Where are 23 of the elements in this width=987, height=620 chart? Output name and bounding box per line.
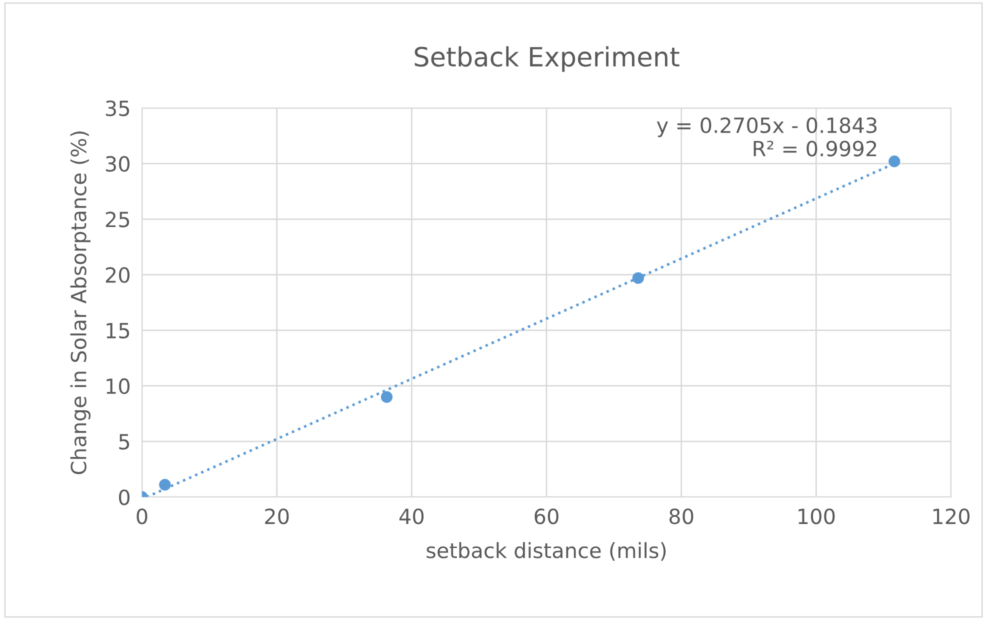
x-tick-label: 40	[399, 508, 424, 524]
y-axis-title: Change in Solar Absorptance (%)	[70, 131, 90, 474]
x-tick-label: 0	[136, 508, 148, 524]
x-tick-label: 80	[669, 508, 694, 524]
x-tick-label: 20	[265, 508, 289, 524]
point	[159, 478, 171, 491]
x-tick-label: 60	[534, 508, 558, 524]
y-tick-label: 10	[106, 378, 130, 394]
y-tick-label: 20	[106, 267, 130, 283]
point	[888, 156, 900, 168]
point	[632, 272, 644, 284]
point	[380, 391, 393, 403]
y-tick-label: 35	[106, 100, 130, 116]
y-tick-label: 0	[119, 489, 130, 506]
x-axis-title: setback distance (mils)	[426, 542, 666, 561]
y-tick-label: 30	[106, 156, 130, 172]
y-tick-label: 5	[119, 434, 130, 450]
y-tick-label: 25	[106, 212, 130, 228]
x-tick-label: 120	[933, 508, 970, 524]
annotation: y = 0.2705x - 0.1843 R² = 0.9992	[656, 117, 877, 156]
chart-title: Setback Experiment	[414, 46, 680, 72]
x-tick-label: 100	[798, 508, 835, 524]
y-tick-label: 15	[106, 323, 130, 338]
